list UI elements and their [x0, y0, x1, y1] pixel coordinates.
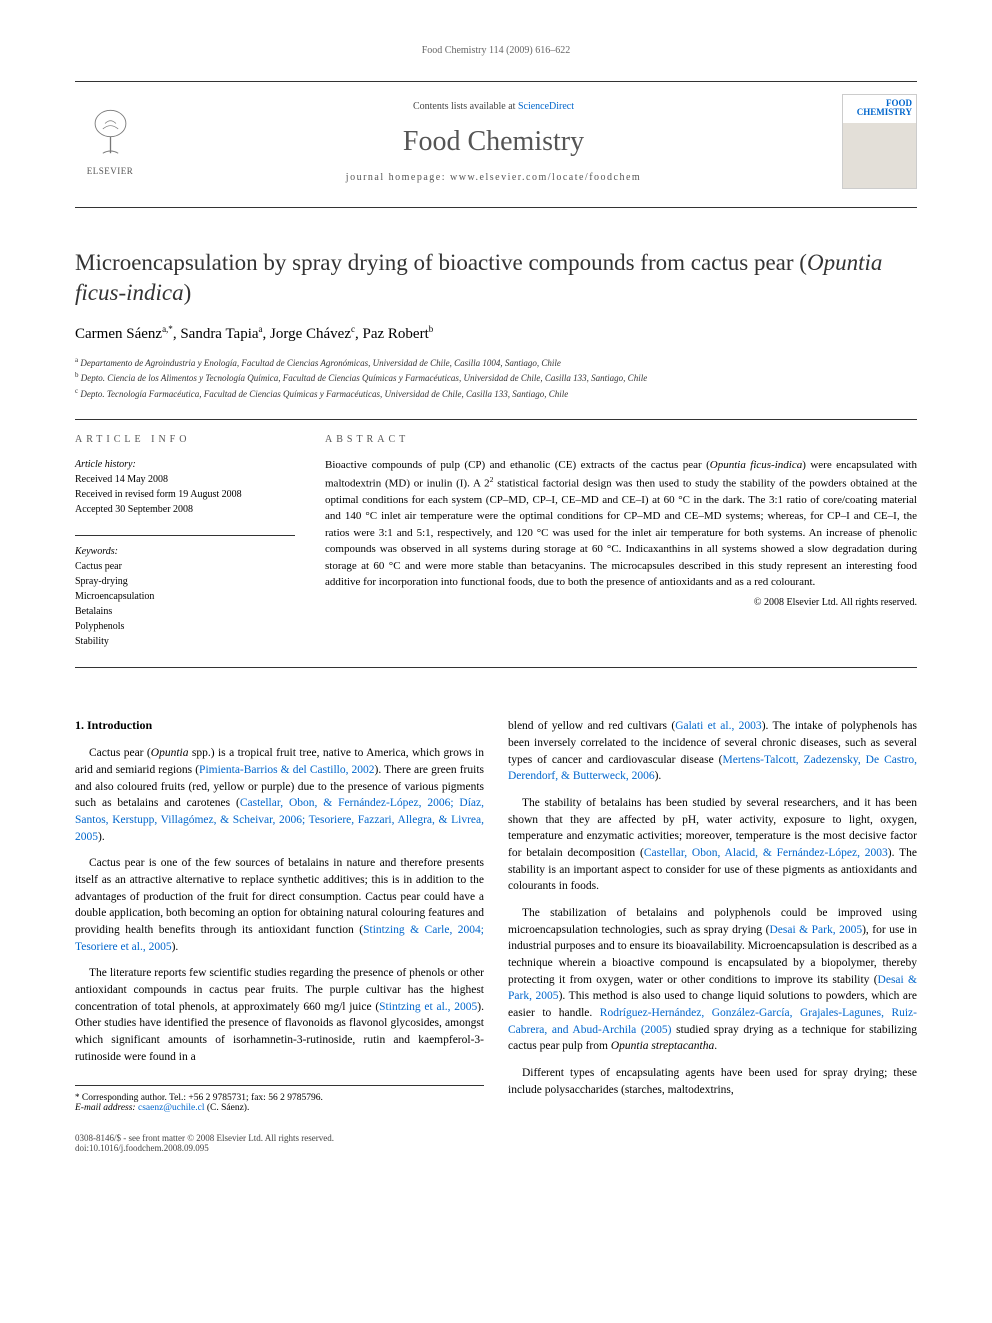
journal-title: Food Chemistry	[145, 126, 842, 158]
citation-link[interactable]: Stintzing & Carle, 2004; Tesoriere et al…	[75, 924, 484, 953]
citation-link[interactable]: Desai & Park, 2005	[770, 924, 863, 936]
keywords-block: Keywords: Cactus pearSpray-dryingMicroen…	[75, 544, 295, 649]
citation-link[interactable]: Desai & Park, 2005	[508, 974, 917, 1003]
citation-link[interactable]: Castellar, Obon, & Fernández-López, 2006…	[75, 797, 484, 842]
article-info-label: ARTICLE INFO	[75, 434, 295, 445]
running-header: Food Chemistry 114 (2009) 616–622	[75, 45, 917, 56]
body-paragraph: Cactus pear (Opuntia spp.) is a tropical…	[75, 745, 484, 845]
journal-banner: ELSEVIER Contents lists available at Sci…	[75, 81, 917, 208]
citation-link[interactable]: Castellar, Obon, Alacid, & Fernández-Lóp…	[644, 847, 888, 859]
author-list: Carmen Sáenza,*, Sandra Tapiaa, Jorge Ch…	[75, 324, 917, 343]
contents-list-line: Contents lists available at ScienceDirec…	[145, 101, 842, 112]
affiliations: a Departamento de Agroindustria y Enolog…	[75, 355, 917, 402]
left-column: 1. Introduction Cactus pear (Opuntia spp…	[75, 718, 484, 1113]
citation-link[interactable]: Pimienta-Barrios & del Castillo, 2002	[199, 764, 375, 776]
right-column: blend of yellow and red cultivars (Galat…	[508, 718, 917, 1113]
body-paragraph: blend of yellow and red cultivars (Galat…	[508, 718, 917, 785]
citation-link[interactable]: Rodríguez-Hernández, González-García, Gr…	[508, 1007, 917, 1036]
journal-homepage: journal homepage: www.elsevier.com/locat…	[145, 172, 842, 183]
elsevier-tree-icon	[83, 107, 138, 162]
abstract-text: Bioactive compounds of pulp (CP) and eth…	[325, 457, 917, 591]
divider	[75, 667, 917, 668]
citation-link[interactable]: Stintzing et al., 2005	[379, 1001, 477, 1013]
page-footer: 0308-8146/$ - see front matter © 2008 El…	[75, 1133, 917, 1153]
email-link[interactable]: csaenz@uchile.cl	[138, 1103, 205, 1113]
divider	[75, 419, 917, 420]
divider	[75, 535, 295, 536]
article-history: Article history: Received 14 May 2008Rec…	[75, 457, 295, 517]
body-paragraph: The stabilization of betalains and polyp…	[508, 905, 917, 1055]
citation-link[interactable]: Mertens-Talcott, Zadezensky, De Castro, …	[508, 754, 917, 783]
journal-cover-thumbnail: FOODCHEMISTRY	[842, 94, 917, 189]
citation-link[interactable]: Galati et al., 2003	[675, 720, 761, 732]
corresponding-author-note: * Corresponding author. Tel.: +56 2 9785…	[75, 1085, 484, 1113]
body-paragraph: The stability of betalains has been stud…	[508, 795, 917, 895]
publisher-logo: ELSEVIER	[75, 102, 145, 182]
body-paragraph: Different types of encapsulating agents …	[508, 1065, 917, 1098]
publisher-name: ELSEVIER	[87, 166, 134, 176]
copyright-line: © 2008 Elsevier Ltd. All rights reserved…	[325, 597, 917, 608]
sciencedirect-link[interactable]: ScienceDirect	[518, 101, 574, 112]
body-paragraph: Cactus pear is one of the few sources of…	[75, 855, 484, 955]
section-heading: 1. Introduction	[75, 718, 484, 733]
article-title: Microencapsulation by spray drying of bi…	[75, 248, 917, 308]
abstract-label: ABSTRACT	[325, 434, 917, 445]
body-paragraph: The literature reports few scientific st…	[75, 965, 484, 1065]
